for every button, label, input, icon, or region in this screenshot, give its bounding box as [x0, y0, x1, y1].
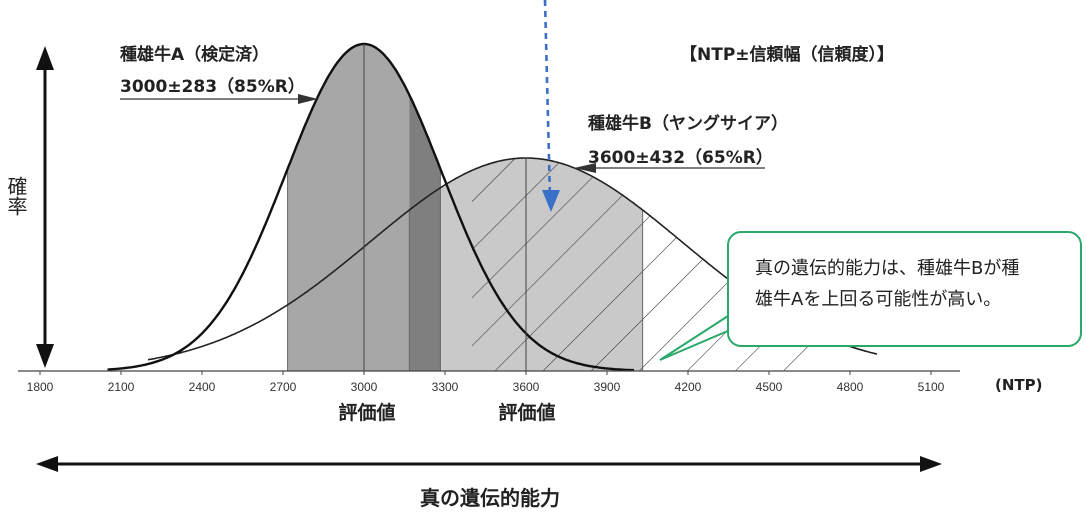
x-arrow-head-right: [920, 456, 942, 472]
x-tick-label-11: 5100: [918, 380, 945, 394]
pointer-arrow-dashed: [543, 0, 552, 199]
x-tick-label-9: 4500: [756, 380, 783, 394]
confidence-overlap: [409, 95, 441, 371]
series-b-hatch-band: [472, 158, 643, 371]
series-b-pointer: [574, 163, 596, 173]
callout-box: 真の遺伝的能力は、種雄牛Bが種 雄牛Aを上回る可能性が高い。: [727, 231, 1082, 347]
series-a-value: 3000±283（85%R）: [120, 76, 305, 97]
x-unit-label: (NTP): [995, 376, 1043, 394]
x-tick-label-8: 4200: [675, 380, 702, 394]
evaluation-label-a: 評価値: [338, 401, 395, 424]
x-arrow-head-left: [36, 456, 58, 472]
chart-title: 【NTP±信頼幅（信頼度）】: [680, 44, 894, 65]
y-arrow-head-bottom: [36, 344, 54, 368]
x-axis-ticks: 1800 2100 2400 2700 3000 3300 3600 3900 4200 4500…: [27, 371, 945, 394]
x-tick-label-10: 4800: [837, 380, 864, 394]
callout-line-1: 真の遺伝的能力は、種雄牛Bが種: [755, 258, 1020, 279]
y-arrow-head-top: [36, 46, 54, 70]
mean-lines: [363, 44, 527, 371]
series-a-pointer: [298, 94, 318, 104]
x-tick-label-0: 1800: [27, 380, 54, 394]
x-tick-label-4: 3000: [351, 380, 378, 394]
series-b-name: 種雄牛B（ヤングサイア）: [588, 113, 788, 134]
x-tick-label-1: 2100: [108, 380, 135, 394]
x-axis-label: 真の遺伝的能力: [420, 486, 560, 510]
x-tick-label-2: 2400: [189, 380, 216, 394]
evaluation-label-b: 評価値: [498, 401, 555, 424]
series-b-value: 3600±432（65%R）: [588, 147, 773, 168]
x-tick-label-6: 3600: [513, 380, 540, 394]
series-a-curve: [107, 42, 635, 372]
pointer-arrow-head: [542, 190, 560, 212]
x-tick-label-5: 3300: [432, 380, 459, 394]
x-tick-label-7: 3900: [594, 380, 621, 394]
series-a-name: 種雄牛A（検定済）: [120, 44, 269, 65]
y-axis-label: 確率: [4, 176, 28, 216]
x-tick-label-3: 2700: [270, 380, 297, 394]
callout-line-2: 雄牛Aを上回る可能性が高い。: [755, 289, 1002, 310]
